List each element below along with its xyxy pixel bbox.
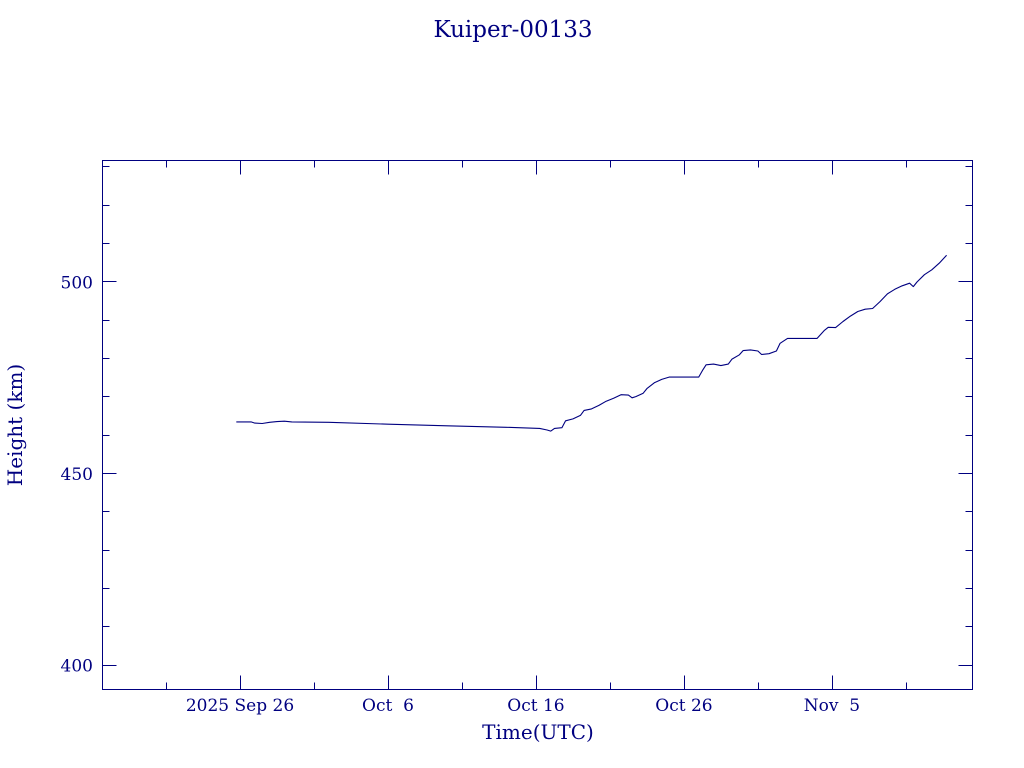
series-group bbox=[236, 254, 948, 432]
x-tick-label: Oct 16 bbox=[507, 696, 564, 716]
y-tick-label: 450 bbox=[61, 465, 93, 485]
y-tick-label: 500 bbox=[61, 273, 93, 293]
tick-labels: 400 450 500 2025 Sep 26 Oct 6 Oct 16 Oct 26 Nov… bbox=[61, 273, 861, 716]
height-series-line bbox=[236, 254, 948, 432]
x-tick-label: Oct 6 bbox=[362, 696, 414, 716]
y-tick-label: 400 bbox=[61, 657, 93, 677]
x-tick-label: Nov 5 bbox=[804, 696, 860, 716]
y-axis-label: Height (km) bbox=[3, 364, 27, 486]
axis-ticks bbox=[102, 160, 973, 690]
x-tick-label: Oct 26 bbox=[655, 696, 712, 716]
x-tick-label: 2025 Sep 26 bbox=[186, 696, 294, 716]
x-axis-label: Time(UTC) bbox=[482, 720, 594, 744]
chart-title: Kuiper-00133 bbox=[433, 17, 592, 43]
plot-frame bbox=[102, 160, 973, 690]
